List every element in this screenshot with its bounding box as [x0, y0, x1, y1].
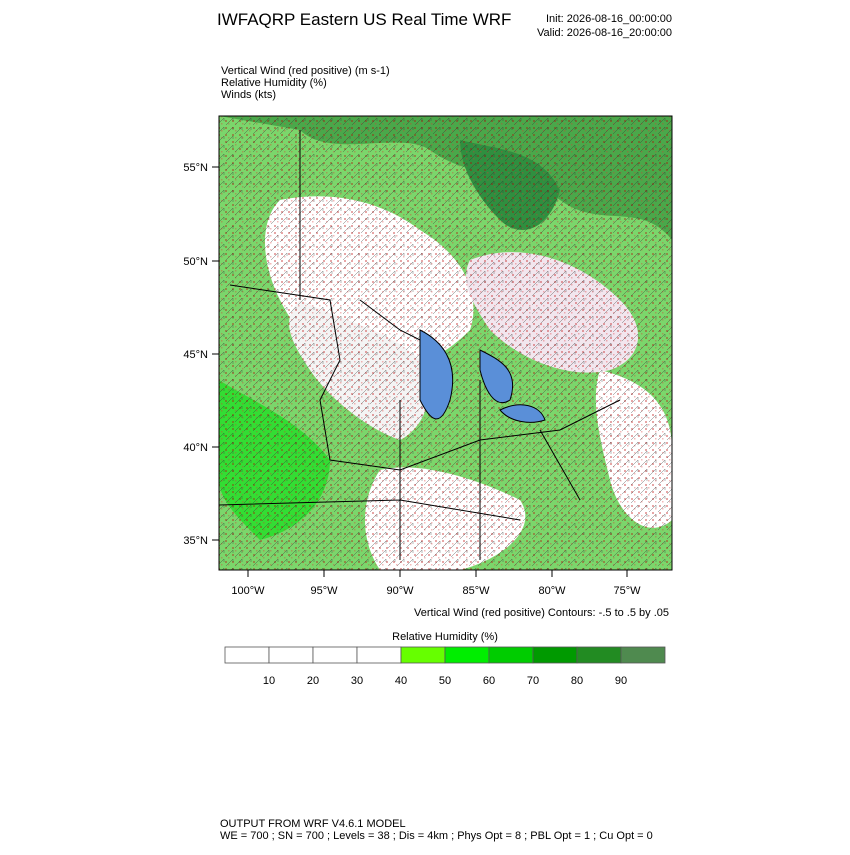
init-time: Init: 2026-08-16_00:00:00 — [546, 13, 672, 25]
colorbar-box — [312, 646, 358, 664]
colorbar-tick-label: 70 — [527, 675, 539, 687]
field-label: Vertical Wind (red positive) (m s-1) — [221, 65, 390, 77]
colorbar-tick-label: 90 — [615, 675, 627, 687]
valid-time: Valid: 2026-08-16_20:00:00 — [537, 27, 672, 39]
colorbar-tick-label: 10 — [263, 675, 275, 687]
lon-label: 90°W — [386, 585, 414, 597]
map-frame — [218, 115, 673, 571]
lat-label: 35°N — [183, 535, 208, 547]
footer-line: WE = 700 ; SN = 700 ; Levels = 38 ; Dis … — [220, 830, 653, 842]
colorbar-tick-label: 80 — [571, 675, 583, 687]
lat-label: 50°N — [183, 256, 208, 268]
map — [219, 116, 672, 570]
lat-label: 55°N — [183, 162, 208, 174]
lon-label: 95°W — [310, 585, 338, 597]
colorbar-box — [576, 646, 622, 664]
lat-label: 40°N — [183, 442, 208, 454]
colorbar-box — [400, 646, 446, 664]
colorbar-box — [224, 646, 270, 664]
colorbar-box — [620, 646, 666, 664]
colorbar-tick-label: 40 — [395, 675, 407, 687]
field-label: Relative Humidity (%) — [221, 77, 327, 89]
colorbar-box — [488, 646, 534, 664]
lon-label: 100°W — [231, 585, 265, 597]
lat-label: 45°N — [183, 349, 208, 361]
colorbar-box — [356, 646, 402, 664]
colorbar: 10 20 30 40 50 60 70 80 90 — [224, 646, 666, 687]
lon-label: 85°W — [462, 585, 490, 597]
colorbar-tick-label: 50 — [439, 675, 451, 687]
colorbar-box — [268, 646, 314, 664]
colorbar-box — [532, 646, 578, 664]
lon-label: 75°W — [613, 585, 641, 597]
lon-label: 80°W — [538, 585, 566, 597]
field-list: Vertical Wind (red positive) (m s-1)Rela… — [221, 65, 390, 101]
map-axes: 55°N 50°N 45°N 40°N 35°N 100°W 95°W 90°W 85°W 80°… — [183, 162, 641, 597]
colorbar-tick-label: 30 — [351, 675, 363, 687]
colorbar-box — [444, 646, 490, 664]
footer-line: OUTPUT FROM WRF V4.6.1 MODEL — [220, 818, 406, 830]
title: IWFAQRP Eastern US Real Time WRF — [217, 10, 511, 29]
colorbar-title: Relative Humidity (%) — [392, 631, 498, 643]
contour-note: Vertical Wind (red positive) Contours: -… — [414, 607, 669, 619]
colorbar-tick-label: 60 — [483, 675, 495, 687]
colorbar-tick-label: 20 — [307, 675, 319, 687]
field-label: Winds (kts) — [221, 89, 276, 101]
